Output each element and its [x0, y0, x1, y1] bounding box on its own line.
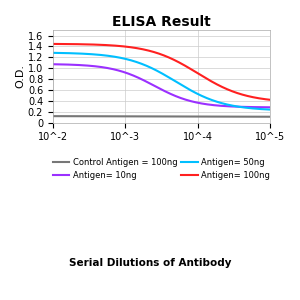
Antigen= 10ng	[52, 62, 56, 66]
Antigen= 50ng	[180, 83, 183, 87]
Antigen= 50ng	[51, 51, 55, 55]
Antigen= 100ng	[234, 91, 238, 94]
Antigen= 100ng	[180, 62, 183, 65]
Antigen= 10ng	[248, 105, 251, 109]
Text: Serial Dilutions of Antibody: Serial Dilutions of Antibody	[69, 257, 231, 268]
Antigen= 50ng	[184, 86, 188, 89]
Line: Control Antigen = 100ng: Control Antigen = 100ng	[53, 116, 270, 117]
Line: Antigen= 10ng: Antigen= 10ng	[53, 64, 270, 107]
Antigen= 100ng	[180, 62, 184, 66]
Line: Antigen= 50ng: Antigen= 50ng	[53, 53, 270, 110]
Control Antigen = 100ng	[248, 115, 251, 119]
Control Antigen = 100ng	[51, 114, 55, 118]
Antigen= 10ng	[180, 96, 183, 100]
Antigen= 50ng	[248, 106, 251, 110]
Antigen= 10ng	[184, 98, 188, 101]
Control Antigen = 100ng	[180, 115, 183, 118]
Legend: Control Antigen = 100ng, Antigen= 10ng, Antigen= 50ng, Antigen= 100ng: Control Antigen = 100ng, Antigen= 10ng, …	[49, 154, 274, 184]
Antigen= 100ng	[248, 95, 251, 98]
Antigen= 100ng	[51, 42, 55, 46]
Y-axis label: O.D.: O.D.	[15, 64, 25, 88]
Line: Antigen= 100ng: Antigen= 100ng	[53, 44, 270, 100]
Control Antigen = 100ng	[268, 115, 272, 119]
Antigen= 100ng	[184, 64, 188, 68]
Control Antigen = 100ng	[180, 115, 184, 118]
Antigen= 10ng	[180, 97, 184, 100]
Antigen= 10ng	[268, 106, 272, 109]
Title: ELISA Result: ELISA Result	[112, 15, 211, 29]
Antigen= 50ng	[180, 83, 184, 87]
Antigen= 100ng	[268, 98, 272, 102]
Antigen= 50ng	[234, 104, 238, 108]
Antigen= 10ng	[234, 105, 238, 108]
Antigen= 100ng	[52, 42, 56, 46]
Control Antigen = 100ng	[52, 114, 56, 118]
Control Antigen = 100ng	[234, 115, 238, 119]
Control Antigen = 100ng	[184, 115, 188, 118]
Antigen= 50ng	[52, 51, 56, 55]
Antigen= 10ng	[51, 62, 55, 66]
Antigen= 50ng	[268, 108, 272, 111]
